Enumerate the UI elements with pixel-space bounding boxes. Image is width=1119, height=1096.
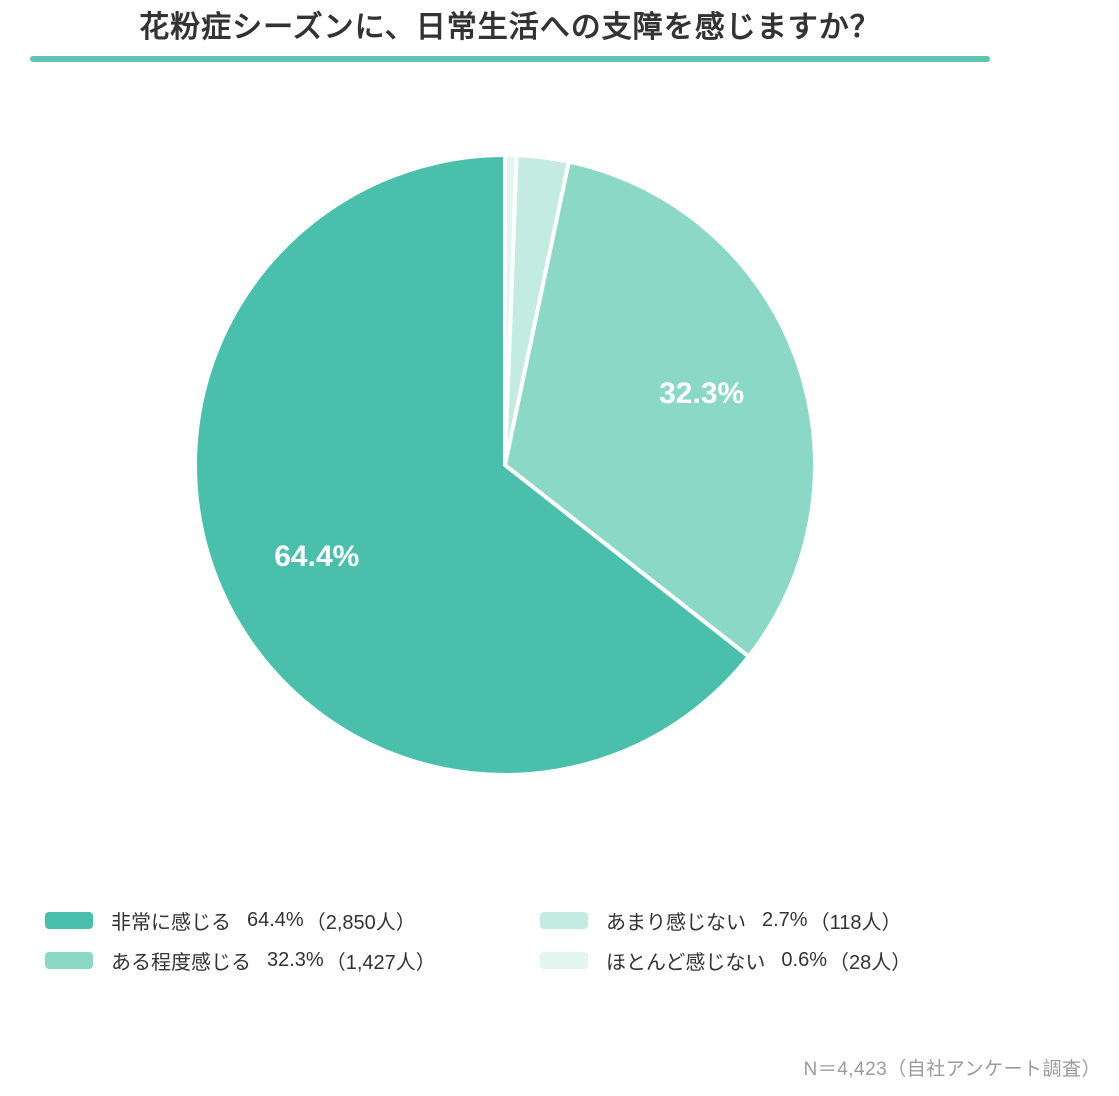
pie-svg: 32.3% 64.4%	[193, 153, 817, 777]
legend-percent: 2.7%	[762, 909, 808, 931]
legend-item-1: 非常に感じる 64.4% （2,850人）	[45, 908, 540, 934]
legend: 非常に感じる 64.4% （2,850人） ある程度感じる 32.3% （1,427人） …	[45, 908, 1080, 974]
legend-count: （2,850人）	[305, 912, 416, 934]
legend-item-2: ある程度感じる 32.3% （1,427人）	[45, 948, 540, 974]
legend-label: 非常に感じる	[111, 912, 231, 934]
title-underline	[30, 55, 990, 62]
legend-item-4: ほとんど感じない 0.6% （28人）	[540, 948, 912, 974]
legend-label: あまり感じない	[606, 912, 746, 934]
legend-swatch	[540, 952, 588, 969]
legend-percent: 32.3%	[267, 949, 324, 971]
pie-slice-label: 32.3%	[659, 377, 744, 410]
legend-label: ある程度感じる	[111, 952, 251, 974]
legend-percent: 64.4%	[247, 909, 304, 931]
legend-percent: 0.6%	[781, 949, 827, 971]
legend-swatch	[45, 912, 93, 929]
chart-header: 花粉症シーズンに、日常生活への支障を感じますか？	[30, 8, 990, 62]
legend-swatch	[540, 912, 588, 929]
pie-chart: 32.3% 64.4%	[185, 145, 825, 785]
legend-count: （118人）	[809, 912, 902, 934]
pie-slice-label: 64.4%	[274, 540, 359, 573]
legend-item-3: あまり感じない 2.7% （118人）	[540, 908, 911, 934]
pie-slice-aru-teido-kanjiru	[503, 159, 817, 659]
legend-column-left: 非常に感じる 64.4% （2,850人） ある程度感じる 32.3% （1,427人）	[45, 908, 540, 974]
legend-label: ほとんど感じない	[606, 952, 766, 974]
sample-size-note: N＝4,423（自社アンケート調査）	[803, 1059, 1101, 1080]
pie-slice-hijou-ni-kanjiru	[193, 153, 751, 777]
legend-count: （1,427人）	[325, 952, 436, 974]
legend-count: （28人）	[829, 952, 912, 974]
legend-column-right: あまり感じない 2.7% （118人） ほとんど感じない 0.6% （28人）	[540, 908, 912, 974]
chart-title: 花粉症シーズンに、日常生活への支障を感じますか？	[139, 11, 881, 44]
legend-swatch	[45, 952, 93, 969]
